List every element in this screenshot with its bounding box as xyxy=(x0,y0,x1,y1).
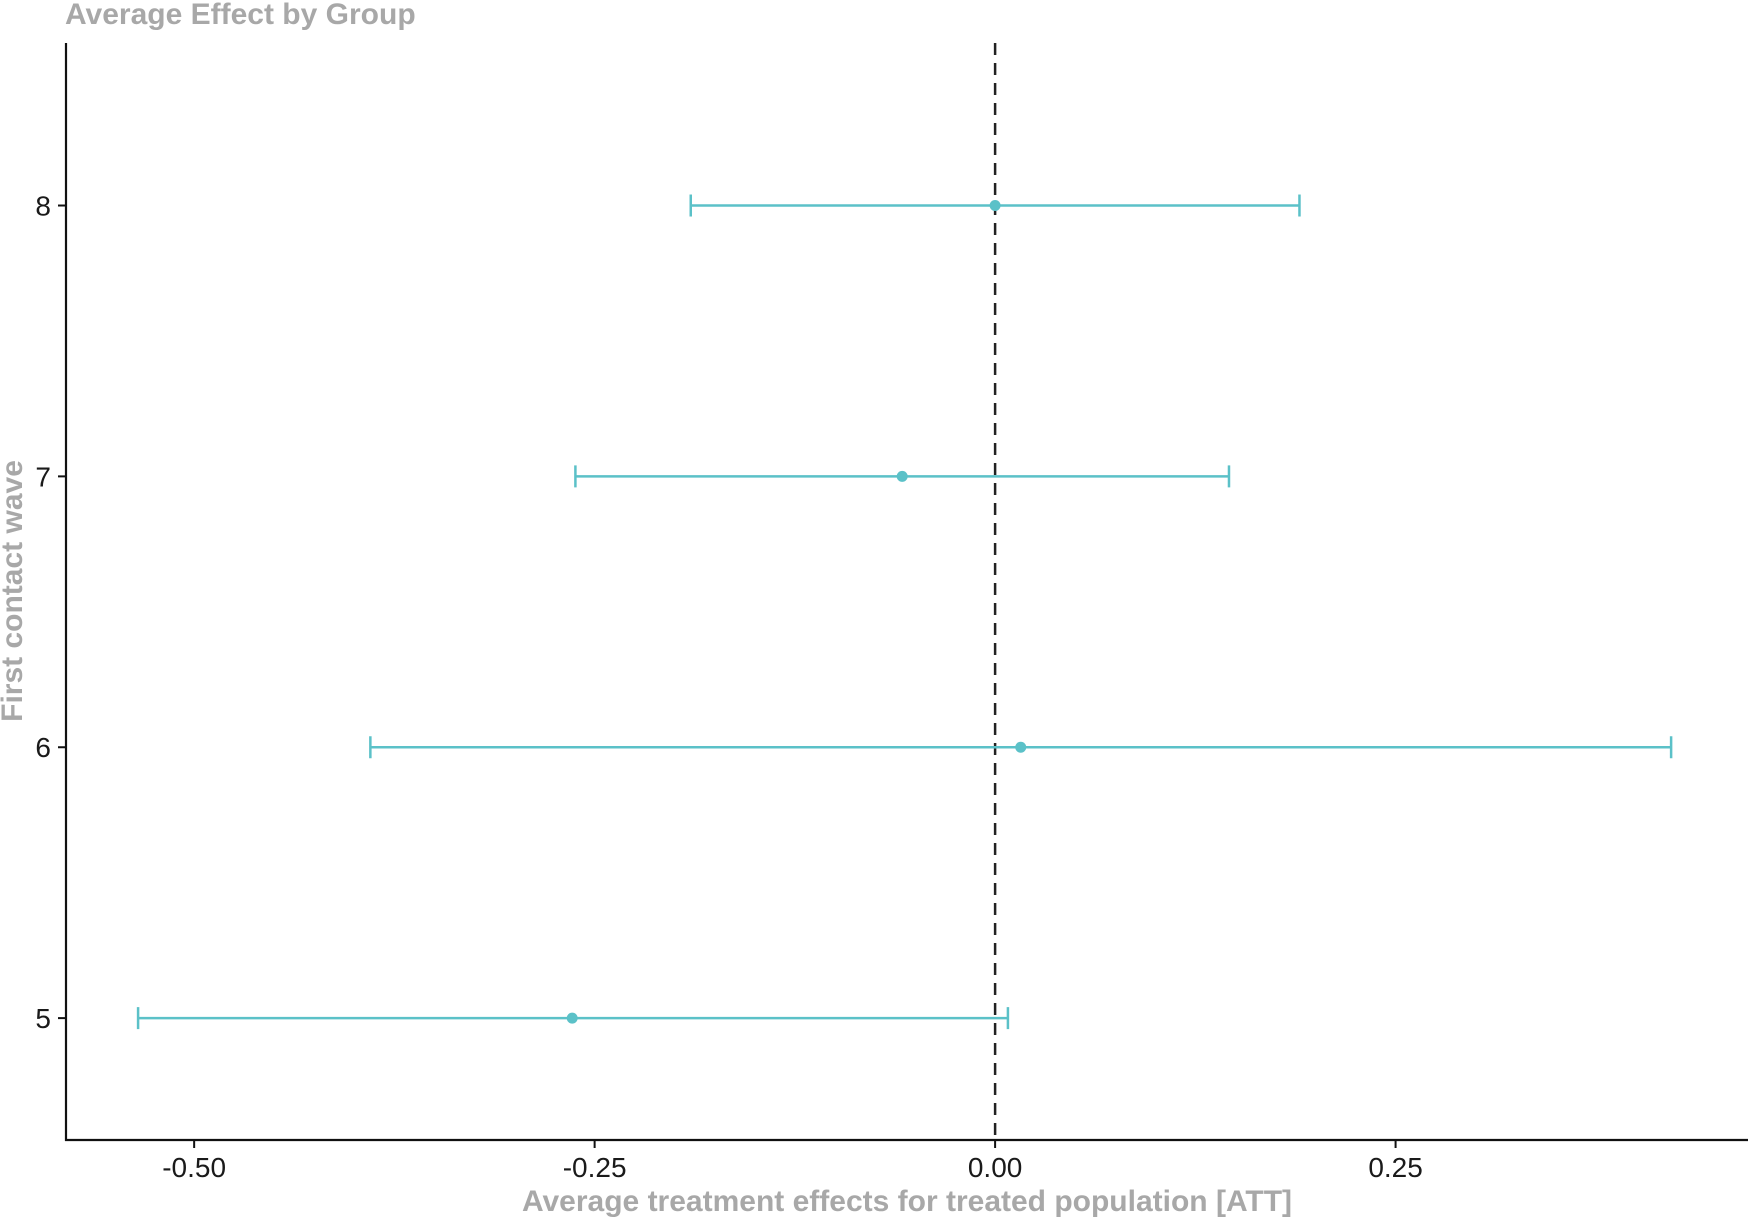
x-tick-label: -0.25 xyxy=(563,1152,627,1183)
point-estimate xyxy=(1015,741,1027,753)
x-tick-label: 0.00 xyxy=(968,1152,1023,1183)
group-8-estimate xyxy=(689,194,1301,217)
y-axis-title: First contact wave xyxy=(0,460,29,722)
x-axis-title: Average treatment effects for treated po… xyxy=(522,1185,1292,1218)
chart-title: Average Effect by Group xyxy=(65,0,416,31)
group-6-estimate xyxy=(369,736,1673,759)
x-axis-ticks: -0.50 -0.25 0.00 0.25 xyxy=(162,1140,1423,1183)
y-tick-label: 7 xyxy=(35,461,51,492)
point-estimate xyxy=(989,200,1001,212)
y-axis-ticks: 5 6 7 8 xyxy=(35,191,66,1034)
y-tick-label: 5 xyxy=(35,1003,51,1034)
group-7-estimate xyxy=(574,465,1231,488)
x-tick-label: 0.25 xyxy=(1368,1152,1423,1183)
y-tick-label: 8 xyxy=(35,191,51,222)
x-tick-label: -0.50 xyxy=(162,1152,226,1183)
plot-area xyxy=(136,43,1673,1140)
point-estimate xyxy=(896,470,908,482)
point-estimate xyxy=(566,1012,578,1024)
group-5-estimate xyxy=(136,1007,1010,1030)
y-tick-label: 6 xyxy=(35,732,51,763)
